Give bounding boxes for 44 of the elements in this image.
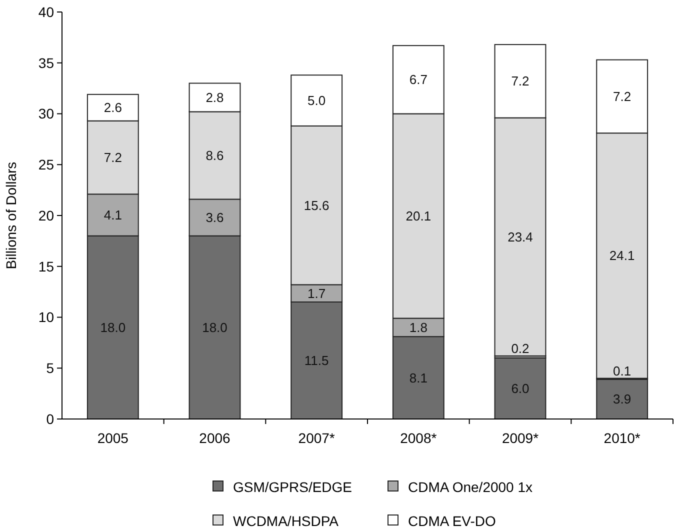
data-label: 7.2 <box>613 89 632 104</box>
data-label: 20.1 <box>406 208 432 224</box>
data-label: 2.6 <box>104 100 122 116</box>
y-tick-label: 25 <box>38 156 54 173</box>
data-label: 15.6 <box>304 198 330 213</box>
x-tick-label: 2005 <box>97 430 129 446</box>
y-tick-label: 15 <box>38 258 54 274</box>
y-tick-label: 5 <box>46 360 54 376</box>
data-label: 8.6 <box>206 148 224 164</box>
data-label: 8.1 <box>409 370 428 386</box>
data-label: 23.4 <box>508 229 533 244</box>
legend-label: GSM/GPRS/EDGE <box>233 478 352 495</box>
x-tick-label: 2008* <box>400 430 438 446</box>
y-axis-title: Billions of Dollars <box>3 162 19 270</box>
y-tick-label: 20 <box>38 207 54 224</box>
data-label: 18.0 <box>202 320 228 335</box>
data-label: 7.2 <box>511 74 530 89</box>
data-label: 11.5 <box>304 353 329 368</box>
data-label: 1.8 <box>409 320 428 335</box>
y-tick-label: 0 <box>46 410 54 427</box>
data-label: 0.2 <box>511 340 530 356</box>
data-label: 4.1 <box>104 208 122 223</box>
data-label: 2.8 <box>206 90 224 106</box>
data-label: 7.2 <box>104 150 122 166</box>
data-label: 5.0 <box>308 93 326 108</box>
x-tick-label: 2006 <box>199 430 231 446</box>
y-tick-label: 30 <box>38 106 54 122</box>
data-label: 0.1 <box>613 363 632 378</box>
legend-label: CDMA One/2000 1x <box>408 478 533 495</box>
y-tick-label: 10 <box>38 309 54 326</box>
y-tick-label: 40 <box>38 4 54 20</box>
data-label: 18.0 <box>100 320 126 335</box>
x-tick-label: 2007* <box>298 430 336 446</box>
data-label: 3.6 <box>206 210 224 226</box>
data-label: 6.7 <box>409 72 428 88</box>
data-label: 6.0 <box>511 381 530 396</box>
data-label: 1.7 <box>308 286 326 301</box>
data-label: 24.1 <box>609 248 635 264</box>
legend-label: CDMA EV-DO <box>408 512 496 529</box>
data-label: 3.9 <box>613 392 632 407</box>
x-tick-label: 2010* <box>604 430 641 446</box>
x-tick-label: 2009* <box>502 430 540 446</box>
legend-label: WCDMA/HSDPA <box>233 512 340 529</box>
y-tick-label: 35 <box>38 54 54 71</box>
